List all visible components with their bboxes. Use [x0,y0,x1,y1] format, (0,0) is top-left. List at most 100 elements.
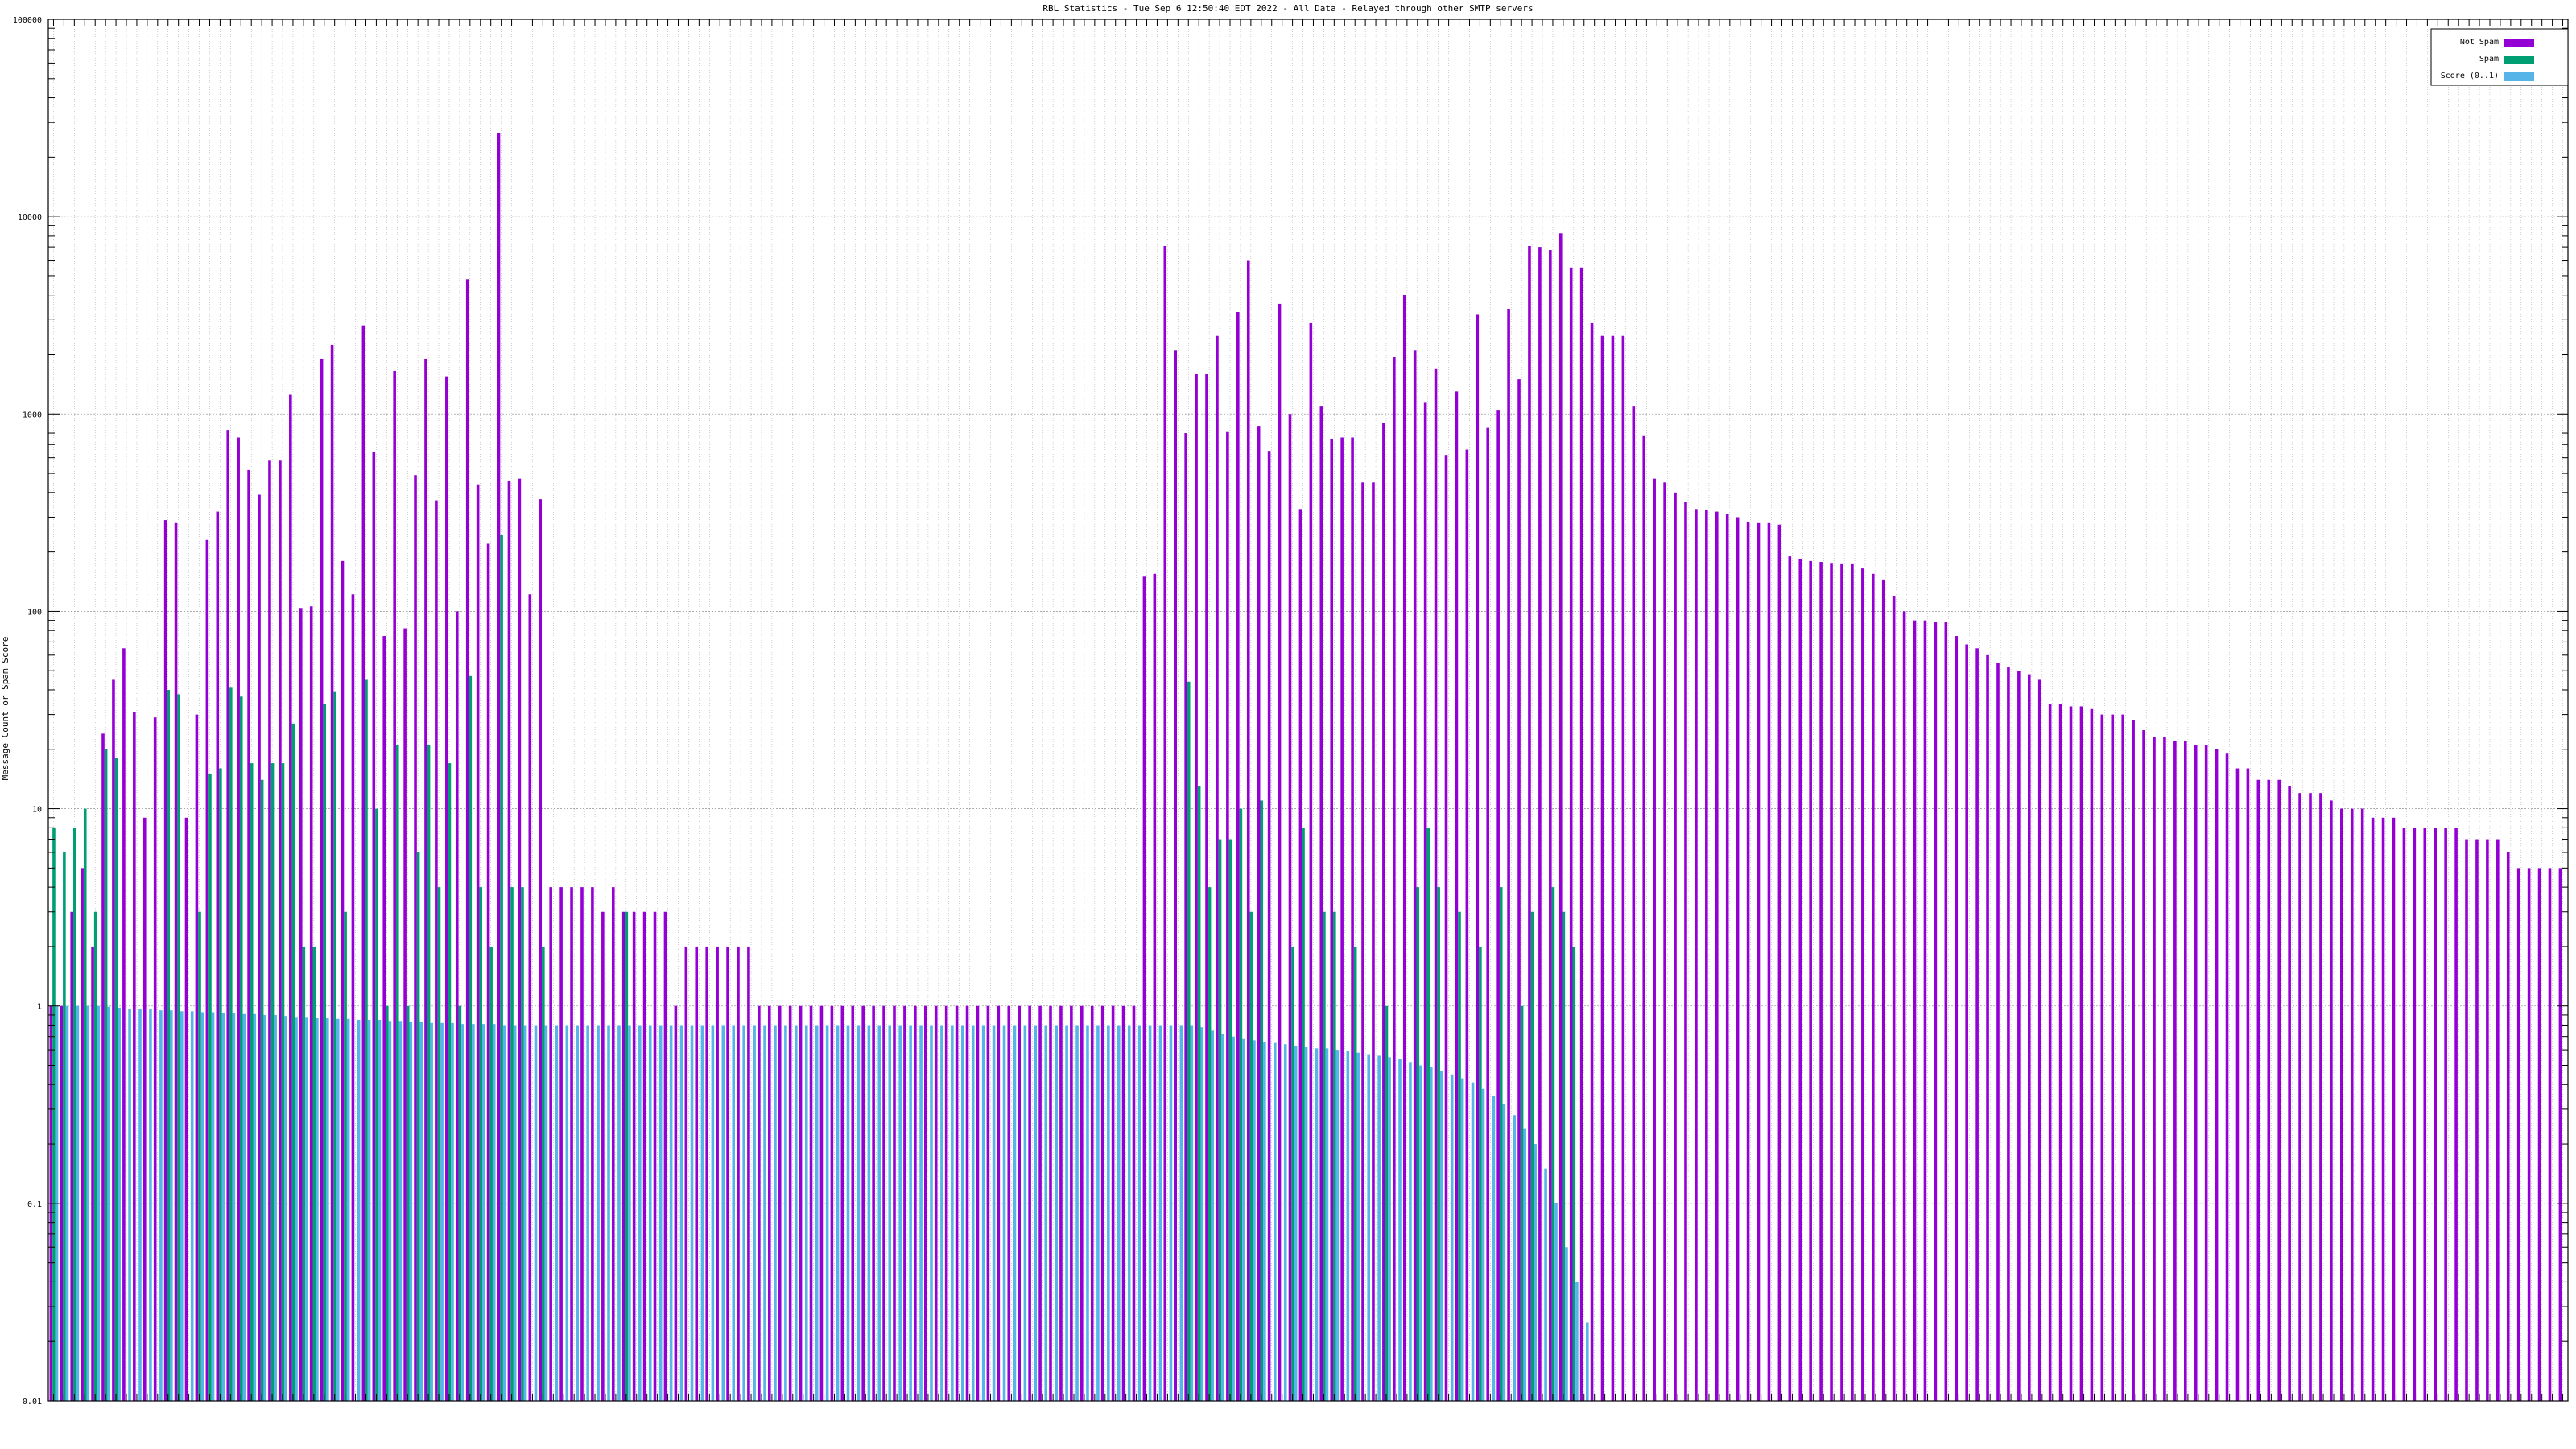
bar-not-spam [2267,779,2271,1401]
bar-spam [500,535,503,1401]
bar-score-0-1 [419,1022,423,1401]
bar-spam [427,745,431,1401]
bar-not-spam [435,500,438,1402]
bar-not-spam [1642,435,1646,1401]
bar-not-spam [1111,1005,1115,1401]
bar-score-0-1 [190,1011,194,1401]
bar-not-spam [882,1005,886,1401]
bar-score-0-1 [981,1025,985,1401]
bar-not-spam [205,539,209,1401]
bar-not-spam [663,911,667,1401]
bar-not-spam [163,520,167,1402]
bar-score-0-1 [1439,1071,1443,1401]
bar-not-spam [1715,511,1719,1401]
bar-not-spam [237,437,240,1401]
y-tick-label: 1000 [23,411,42,419]
bar-not-spam [944,1005,948,1401]
legend-box [2430,28,2569,86]
bar-score-0-1 [1221,1034,1224,1401]
bar-spam [323,704,327,1401]
bar-not-spam [2079,706,2083,1401]
bar-not-spam [716,946,719,1401]
bar-not-spam [2163,737,2166,1401]
bar-score-0-1 [1513,1115,1517,1401]
bar-not-spam [1736,517,1740,1401]
bar-spam [1333,911,1336,1401]
bar-not-spam [455,611,459,1401]
bar-score-0-1 [1471,1082,1475,1401]
bar-score-0-1 [586,1025,589,1401]
bar-not-spam [361,325,365,1402]
bar-not-spam [2153,737,2156,1401]
bar-not-spam [2392,817,2396,1401]
bar-not-spam [1902,611,1906,1401]
bar-not-spam [1413,350,1417,1402]
bar-not-spam [2225,753,2229,1401]
bar-not-spam [1934,622,1938,1401]
bar-not-spam [1986,654,1989,1401]
bar-spam [239,696,243,1401]
bar-score-0-1 [472,1024,475,1401]
bar-spam [83,808,87,1401]
bar-score-0-1 [159,1010,163,1401]
bar-score-0-1 [253,1013,257,1401]
bar-not-spam [997,1005,1001,1401]
bar-score-0-1 [1169,1025,1173,1401]
bar-not-spam [1455,391,1459,1402]
bar-score-0-1 [597,1025,600,1401]
bar-score-0-1 [909,1025,912,1401]
bar-not-spam [226,430,230,1401]
bar-score-0-1 [1013,1025,1017,1401]
bar-spam [1437,887,1440,1401]
bar-spam [63,852,66,1401]
bar-not-spam [2037,679,2041,1401]
bar-score-0-1 [221,1013,225,1401]
bar-not-spam [2215,749,2219,1401]
bar-score-0-1 [1419,1065,1422,1401]
bar-not-spam [2496,839,2500,1401]
bar-score-0-1 [576,1025,580,1401]
legend-swatch-not-spam [2504,39,2534,47]
bar-score-0-1 [804,1025,808,1401]
bar-not-spam [70,911,74,1401]
bar-score-0-1 [658,1025,663,1401]
bar-not-spam [2548,868,2552,1401]
bar-not-spam [258,494,261,1401]
bar-not-spam [1195,374,1198,1401]
bar-not-spam [1611,335,1615,1402]
bar-score-0-1 [1263,1041,1266,1401]
y-tick-label: 10000 [18,213,42,222]
bar-spam [208,774,212,1401]
bar-score-0-1 [461,1024,464,1401]
bar-not-spam [1153,573,1157,1401]
bar-not-spam [2132,720,2135,1401]
bar-score-0-1 [1460,1078,1464,1401]
legend-label-spam: Spam [2479,55,2499,64]
bar-not-spam [1840,563,1843,1401]
bar-score-0-1 [534,1025,538,1401]
y-tick-label: 100 [27,608,42,617]
bar-spam [312,946,316,1401]
bar-score-0-1 [274,1014,277,1401]
bar-score-0-1 [648,1025,652,1401]
y-tick-label: 0.1 [27,1200,42,1209]
bar-not-spam [1923,620,1927,1401]
bar-spam [521,887,524,1401]
bar-not-spam [893,1005,896,1401]
bar-not-spam [2048,704,2052,1401]
bar-not-spam [1298,509,1302,1401]
bar-score-0-1 [1158,1025,1162,1401]
bar-score-0-1 [763,1025,766,1401]
bar-not-spam [1600,335,1604,1402]
bar-spam [1249,911,1253,1401]
bar-score-0-1 [1044,1025,1048,1401]
bar-not-spam [1319,406,1323,1402]
bar-score-0-1 [180,1011,184,1401]
bar-score-0-1 [1274,1042,1277,1401]
bar-score-0-1 [1096,1025,1100,1401]
bar-not-spam [914,1005,917,1401]
bar-not-spam [1142,576,1146,1401]
bar-not-spam [1653,478,1656,1401]
bar-score-0-1 [555,1025,559,1401]
bar-spam [1291,946,1294,1401]
